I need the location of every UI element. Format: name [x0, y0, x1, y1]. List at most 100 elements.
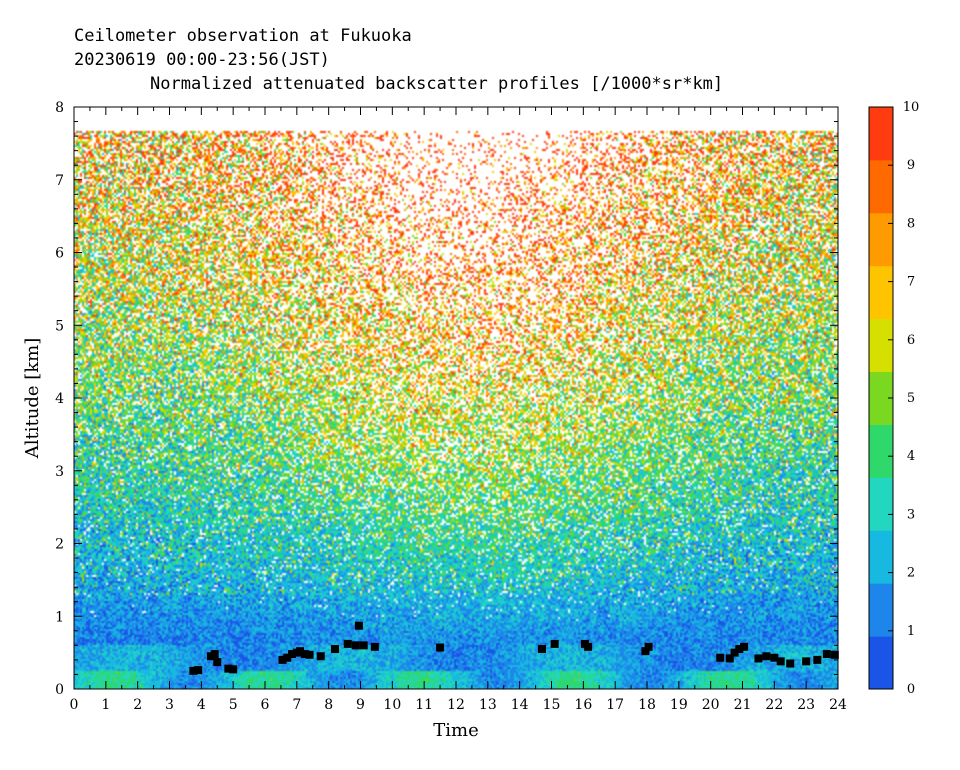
colorbar-tick-label: 4 — [907, 449, 915, 464]
colorbar-tick-label: 10 — [903, 100, 920, 115]
y-tick-label: 8 — [55, 100, 64, 116]
y-tick-label: 2 — [55, 537, 64, 553]
colorbar-tick-label: 3 — [907, 507, 915, 522]
y-tick-label: 7 — [55, 173, 64, 189]
cloud-base-marker — [830, 650, 839, 659]
cloud-base-marker — [278, 655, 287, 664]
chart-title: Normalized attenuated backscatter profil… — [150, 74, 723, 94]
title-line-1: Ceilometer observation at Fukuoka — [74, 26, 412, 46]
cloud-base-marker — [354, 621, 363, 630]
x-tick-label: 14 — [511, 697, 529, 713]
y-axis-label: Altitude [km] — [22, 338, 43, 460]
x-axis: 0 1 2 3 4 5 6 7 8 9 10 11 12 13 14 15 16 17 18 19 20 21 22 23 24 — [70, 107, 847, 713]
y-tick-label: 1 — [55, 609, 64, 625]
x-tick-label: 21 — [734, 697, 752, 713]
cloud-base-marker — [283, 653, 292, 662]
x-tick-label: 7 — [292, 697, 301, 713]
cloud-base-marker — [213, 658, 222, 667]
cloud-base-marker — [644, 642, 653, 651]
colorbar-segment — [869, 159, 893, 214]
cloud-base-marker — [229, 665, 238, 674]
x-tick-label: 8 — [324, 697, 333, 713]
y-tick-label: 3 — [55, 464, 64, 480]
cloud-base-marker — [436, 643, 445, 652]
x-tick-label: 20 — [702, 697, 720, 713]
cloud-base-marker — [786, 659, 795, 668]
cloud-base-marker — [776, 657, 785, 666]
cloud-base-marker — [351, 641, 360, 650]
cloud-base-marker — [300, 650, 309, 659]
cloud-base-marker — [770, 653, 779, 662]
x-tick-label: 11 — [415, 697, 433, 713]
y-tick-label: 5 — [55, 318, 64, 334]
colorbar-segment — [869, 212, 893, 267]
cloud-base-marker — [189, 666, 198, 675]
cloud-base-marker — [550, 639, 559, 648]
x-tick-label: 1 — [101, 697, 110, 713]
cloud-base-marker — [725, 654, 734, 663]
cloud-base-marker — [641, 647, 650, 656]
colorbar-segment — [869, 530, 893, 584]
x-tick-label: 13 — [479, 697, 497, 713]
cloud-base-marker — [813, 655, 822, 664]
cloud-base-marker — [194, 666, 203, 675]
cloud-base-marker — [296, 647, 305, 656]
x-tick-label: 4 — [197, 697, 206, 713]
colorbar-segment — [869, 318, 893, 373]
cloud-base-marker — [288, 650, 297, 659]
colorbar-segment — [869, 107, 893, 161]
cloud-base-marker — [305, 650, 314, 659]
x-tick-label: 19 — [670, 697, 688, 713]
colorbar-tick-label: 8 — [907, 216, 915, 231]
colorbar-segment — [869, 636, 893, 690]
cloud-base-marker — [754, 654, 763, 663]
x-tick-label: 10 — [383, 697, 401, 713]
cloud-base-marker — [316, 652, 325, 661]
y-tick-label: 0 — [55, 682, 64, 698]
cloud-base-marker — [822, 650, 831, 659]
cloud-base-marker — [584, 642, 593, 651]
colorbar-segment — [869, 583, 893, 637]
colorbar-tick-label: 5 — [907, 391, 915, 406]
y-axis: 0 1 2 3 4 5 6 7 8 — [55, 100, 838, 698]
title-line-2: 20230619 00:00-23:56(JST) — [74, 50, 330, 70]
colorbar-ticks: 0 1 2 3 4 5 6 7 8 9 10 — [888, 100, 919, 697]
colorbar-tick-label: 6 — [907, 333, 915, 348]
colorbar-tick-label: 0 — [907, 682, 915, 697]
x-tick-label: 15 — [543, 697, 561, 713]
x-tick-label: 9 — [356, 697, 365, 713]
x-tick-label: 16 — [574, 697, 592, 713]
x-tick-label: 6 — [261, 697, 270, 713]
cloud-base-marker — [730, 648, 739, 657]
cloud-base-marker — [716, 653, 725, 662]
cloud-base-markers — [189, 621, 839, 675]
x-tick-label: 17 — [606, 697, 624, 713]
cloud-base-marker — [359, 641, 368, 650]
colorbar-segment — [869, 265, 893, 320]
colorbar: 0 1 2 3 4 5 6 7 8 9 10 — [868, 100, 919, 697]
cloud-base-marker — [370, 642, 379, 651]
heatmap-plot: 0 1 2 3 4 5 6 7 8 9 10 11 12 13 14 15 16 17 18 19 20 21 22 23 24… — [55, 100, 847, 713]
cloud-base-marker — [802, 657, 811, 666]
x-tick-label: 3 — [165, 697, 174, 713]
cloud-base-marker — [735, 644, 744, 653]
cloud-base-marker — [210, 650, 219, 659]
colorbar-tick-label: 9 — [907, 158, 915, 173]
cloud-base-marker — [762, 652, 771, 661]
x-tick-label: 22 — [765, 697, 783, 713]
x-tick-label: 18 — [638, 697, 656, 713]
x-tick-label: 12 — [447, 697, 465, 713]
colorbar-tick-label: 1 — [907, 624, 915, 639]
backscatter-heatmap — [74, 107, 838, 689]
x-tick-label: 2 — [133, 697, 142, 713]
colorbar-tick-label: 2 — [907, 566, 915, 581]
colorbar-segment — [869, 424, 893, 478]
cloud-base-marker — [740, 642, 749, 651]
x-tick-label: 23 — [797, 697, 815, 713]
y-tick-label: 4 — [55, 391, 64, 407]
cloud-base-marker — [331, 644, 340, 653]
x-tick-label: 5 — [229, 697, 238, 713]
cloud-base-marker — [537, 644, 546, 653]
colorbar-segment — [869, 477, 893, 531]
